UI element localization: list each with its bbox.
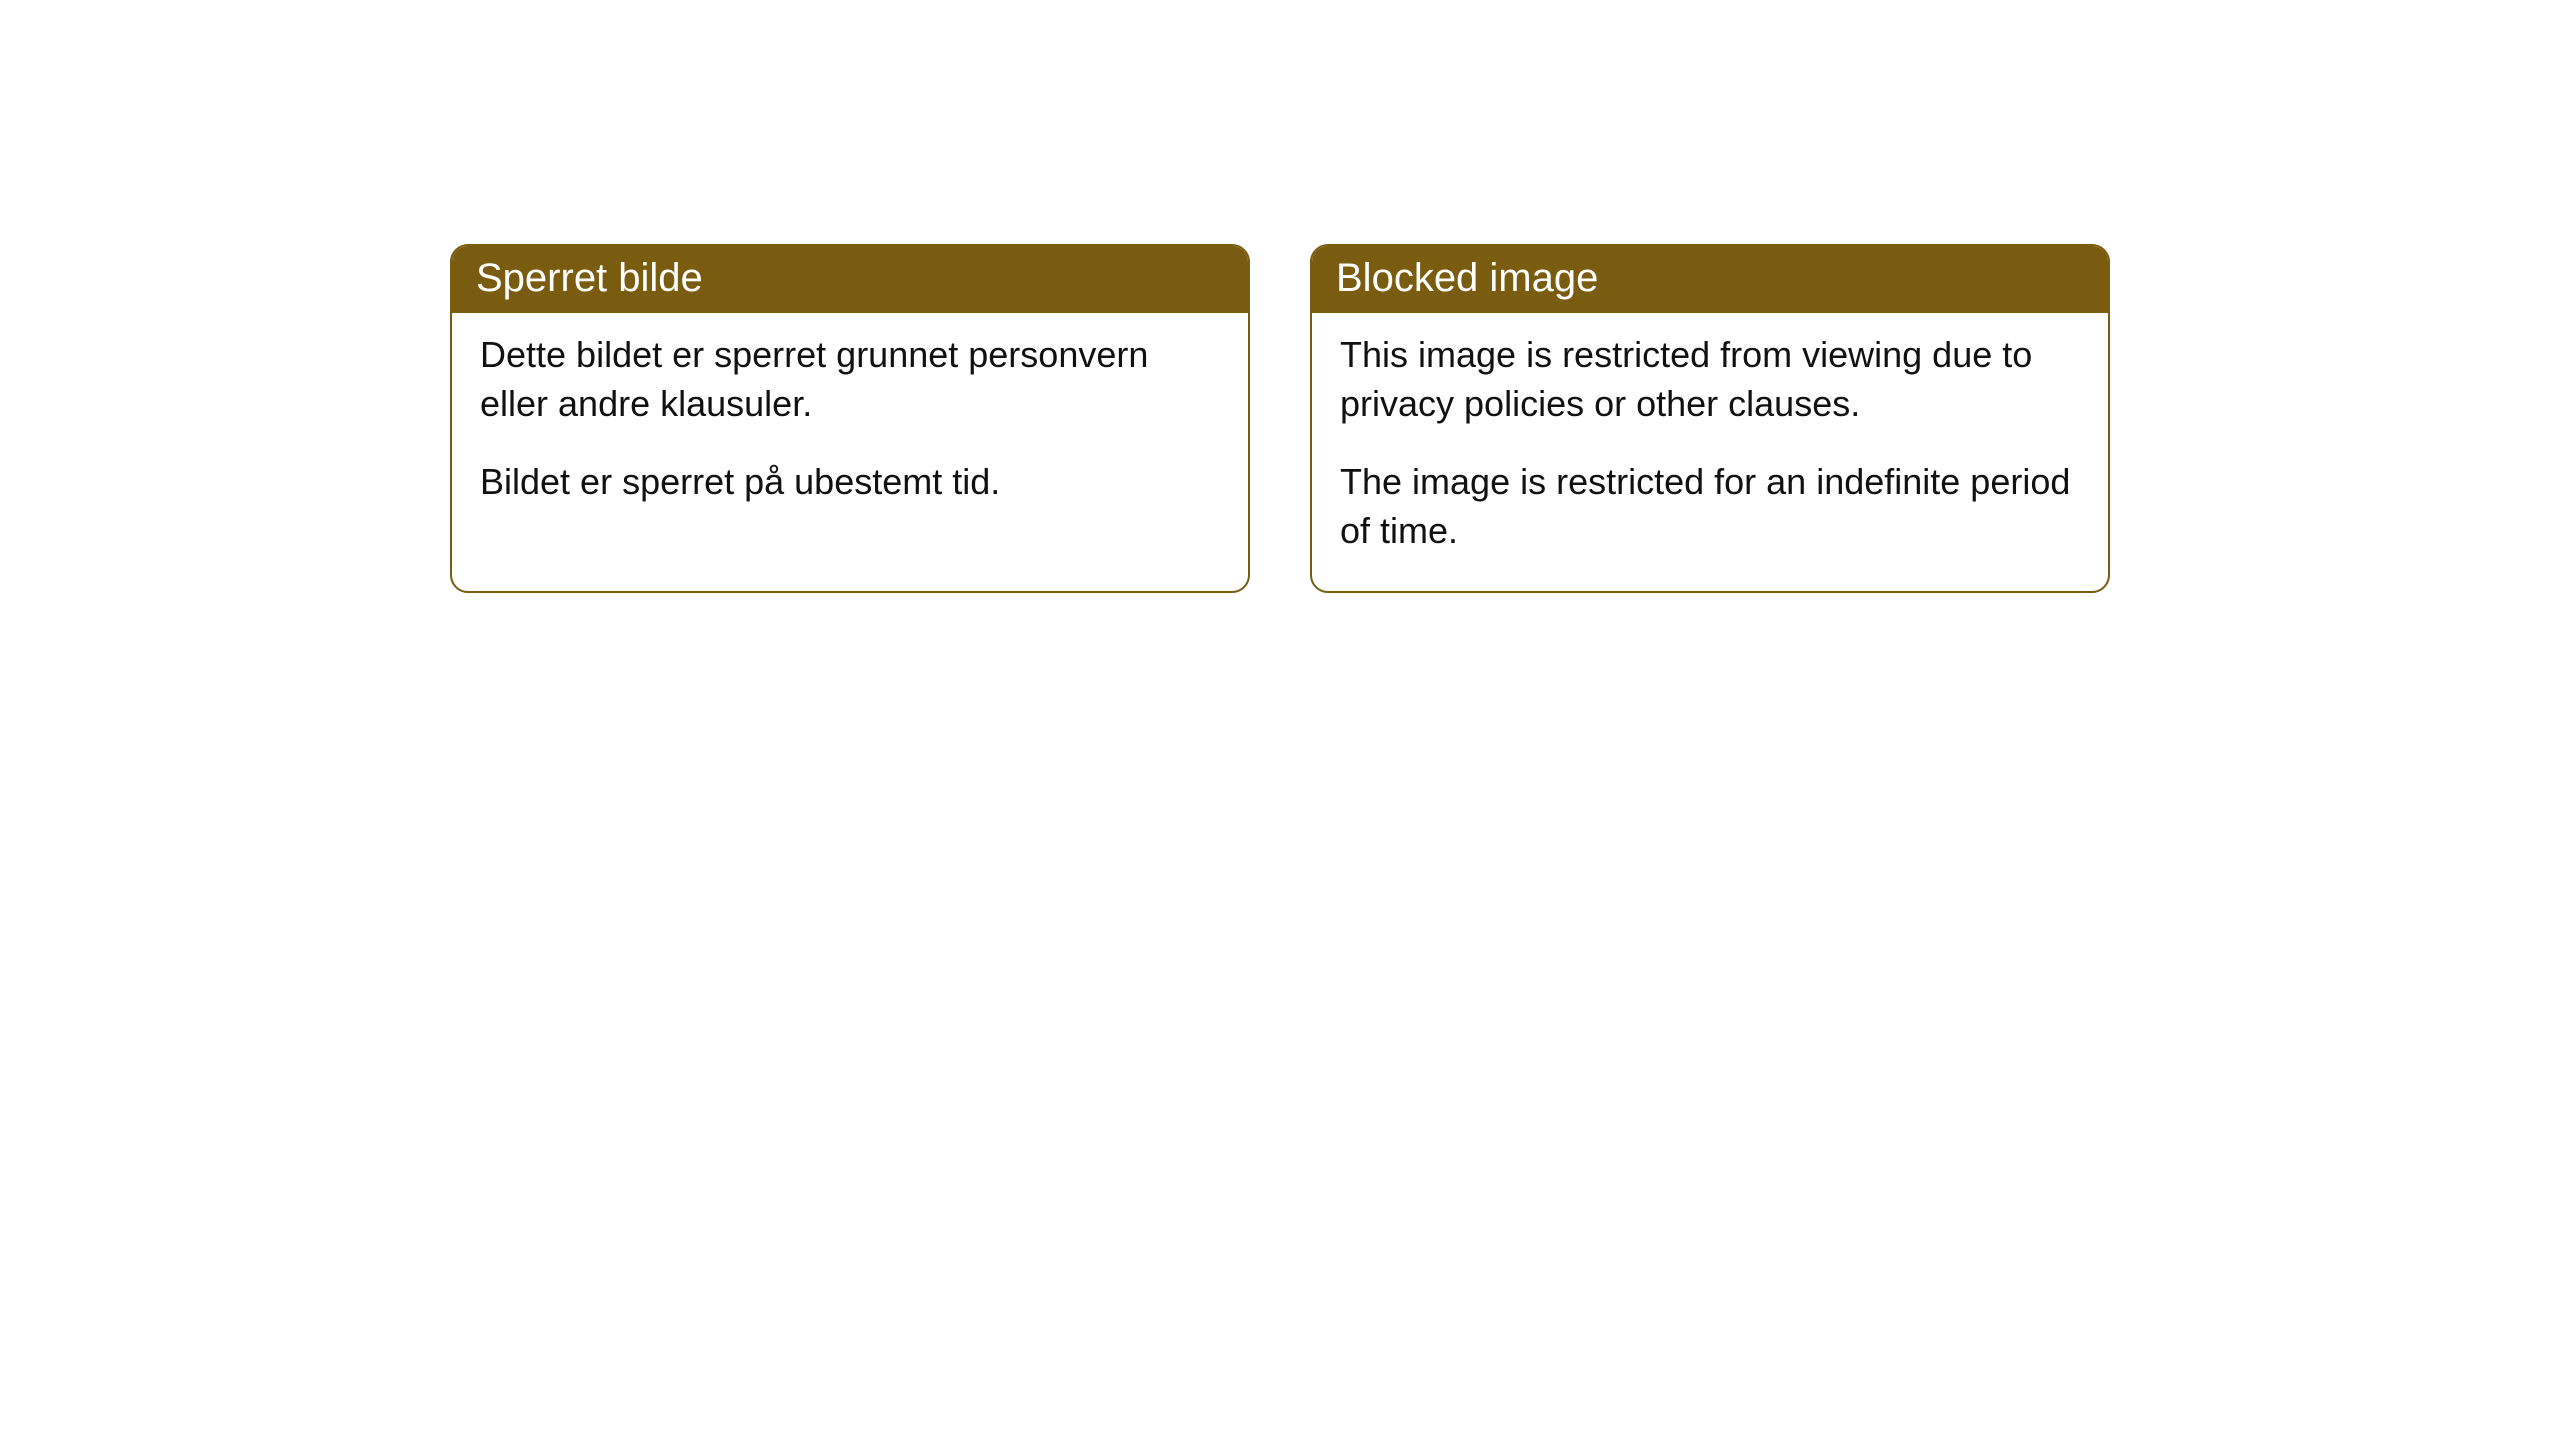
- card-paragraph: The image is restricted for an indefinit…: [1340, 458, 2080, 555]
- card-header: Blocked image: [1312, 246, 2108, 313]
- card-paragraph: Bildet er sperret på ubestemt tid.: [480, 458, 1220, 507]
- card-header: Sperret bilde: [452, 246, 1248, 313]
- blocked-image-card-en: Blocked image This image is restricted f…: [1310, 244, 2110, 593]
- card-body: This image is restricted from viewing du…: [1312, 313, 2108, 591]
- card-paragraph: This image is restricted from viewing du…: [1340, 331, 2080, 428]
- blocked-image-card-no: Sperret bilde Dette bildet er sperret gr…: [450, 244, 1250, 593]
- card-body: Dette bildet er sperret grunnet personve…: [452, 313, 1248, 543]
- card-paragraph: Dette bildet er sperret grunnet personve…: [480, 331, 1220, 428]
- cards-container: Sperret bilde Dette bildet er sperret gr…: [450, 244, 2110, 593]
